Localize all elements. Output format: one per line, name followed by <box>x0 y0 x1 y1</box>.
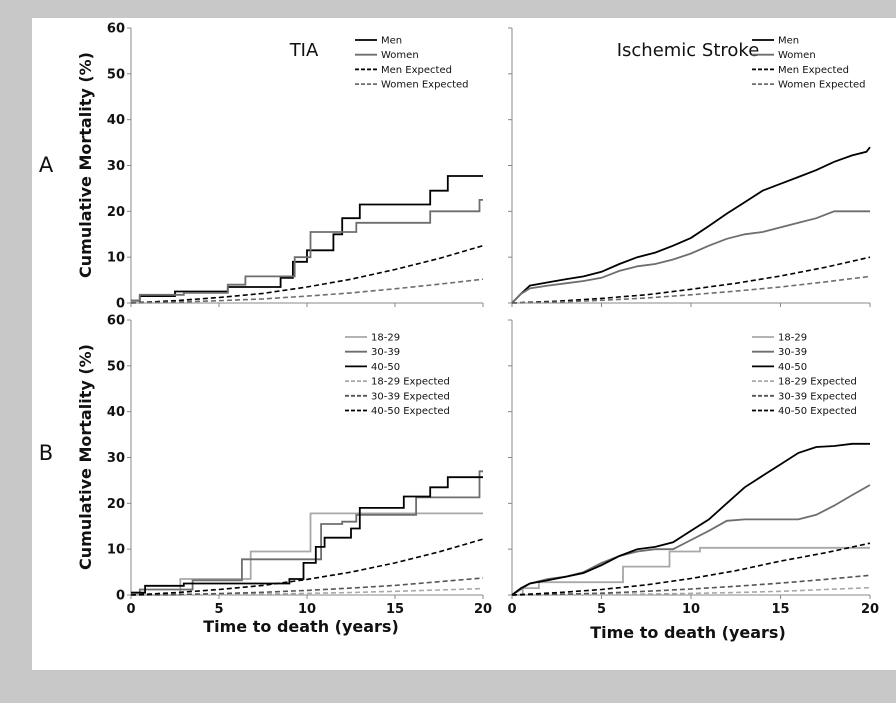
legend-label: 30-39 Expected <box>371 391 450 402</box>
series-line-women <box>511 210 870 304</box>
series-line-women-expected <box>511 275 871 304</box>
x-axis-title-right: Time to death (years) <box>590 623 786 642</box>
x-tick-label: 5 <box>214 602 223 617</box>
y-tick-label: 10 <box>107 251 125 266</box>
y-tick-label: 60 <box>107 22 125 37</box>
y-tick-label: 30 <box>107 159 125 174</box>
y-tick-label: 40 <box>107 405 125 420</box>
series-line-40-50 <box>131 476 483 594</box>
series-line-40-50-expected <box>511 542 871 596</box>
legend-label: 40-50 <box>778 362 807 373</box>
legend-label: 18-29 Expected <box>778 377 857 388</box>
series-line-40-50 <box>511 442 870 596</box>
y-tick-label: 40 <box>107 113 125 128</box>
x-tick-label: 15 <box>386 602 404 617</box>
y-tick-label: 0 <box>116 297 125 312</box>
series-line-30-39 <box>131 470 483 594</box>
legend-label: 18-29 <box>778 333 807 344</box>
x-tick-label: 0 <box>126 602 135 617</box>
legend-label: Women Expected <box>778 80 866 91</box>
x-tick-label: 5 <box>597 602 606 617</box>
chart-panel-3: 0 5 10 15 20 18-29 30-39 40-50 18-29 Expected 30-… <box>507 319 879 617</box>
y-tick-label: 60 <box>107 314 125 329</box>
y-tick-label: 10 <box>107 543 125 558</box>
legend-label: Men Expected <box>778 65 849 76</box>
y-tick-label: 20 <box>107 497 125 512</box>
x-tick-label: 15 <box>771 602 789 617</box>
figure-card <box>32 18 896 670</box>
series-line-40-50-expected <box>130 538 484 596</box>
legend: Men Women Men Expected Women Expected <box>355 36 469 91</box>
row-label-a: A <box>39 153 54 177</box>
legend-label: 30-39 Expected <box>778 391 857 402</box>
series-line-women <box>131 199 483 302</box>
chart-panel-0: 0 10 20 30 40 50 60 Men Women Men Expected Women E… <box>107 22 484 312</box>
y-tick-label: 0 <box>116 589 125 604</box>
column-title-tia: TIA <box>289 40 319 61</box>
legend: 18-29 30-39 40-50 18-29 Expected 30-39 Expec… <box>345 333 450 417</box>
legend-label: Women Expected <box>381 80 469 91</box>
y-tick-label: 50 <box>107 359 125 374</box>
y-axis-title-top: Cumulative Mortality (%) <box>76 52 95 278</box>
x-tick-label: 20 <box>474 602 492 617</box>
legend-label: 18-29 Expected <box>371 377 450 388</box>
chart-panel-1: Men Women Men Expected Women Expected <box>508 27 871 307</box>
series-line-30-39-expected <box>130 577 484 596</box>
x-axis-title-left: Time to death (years) <box>203 617 399 636</box>
row-label-b: B <box>39 441 53 465</box>
series-line-18-29 <box>512 546 870 596</box>
y-axis-title-bottom: Cumulative Mortality (%) <box>76 344 95 570</box>
legend-label: 30-39 <box>371 347 400 358</box>
y-tick-label: 50 <box>107 67 125 82</box>
x-tick-label: 0 <box>507 602 516 617</box>
x-tick-label: 20 <box>861 602 879 617</box>
legend-label: Men <box>381 36 402 47</box>
x-tick-label: 10 <box>298 602 316 617</box>
series-line-men-expected <box>130 244 484 304</box>
series-line-men-expected <box>511 256 871 304</box>
legend-label: Women <box>778 50 816 61</box>
column-title-ischemic-stroke: Ischemic Stroke <box>617 40 760 61</box>
legend: Men Women Men Expected Women Expected <box>752 36 866 91</box>
series-line-30-39-expected <box>511 574 871 596</box>
legend-label: Women <box>381 50 419 61</box>
legend-label: 30-39 <box>778 347 807 358</box>
y-tick-label: 20 <box>107 205 125 220</box>
series-line-men <box>511 146 871 304</box>
legend: 18-29 30-39 40-50 18-29 Expected 30-39 Expec… <box>752 333 857 417</box>
series-line-men <box>131 175 483 302</box>
legend-label: Men Expected <box>381 65 452 76</box>
legend-label: 40-50 Expected <box>778 406 857 417</box>
legend-label: 40-50 <box>371 362 400 373</box>
x-tick-label: 10 <box>682 602 700 617</box>
y-tick-label: 30 <box>107 451 125 466</box>
legend-label: 40-50 Expected <box>371 406 450 417</box>
legend-label: Men <box>778 36 799 47</box>
series-line-women-expected <box>130 278 484 304</box>
legend-label: 18-29 <box>371 333 400 344</box>
